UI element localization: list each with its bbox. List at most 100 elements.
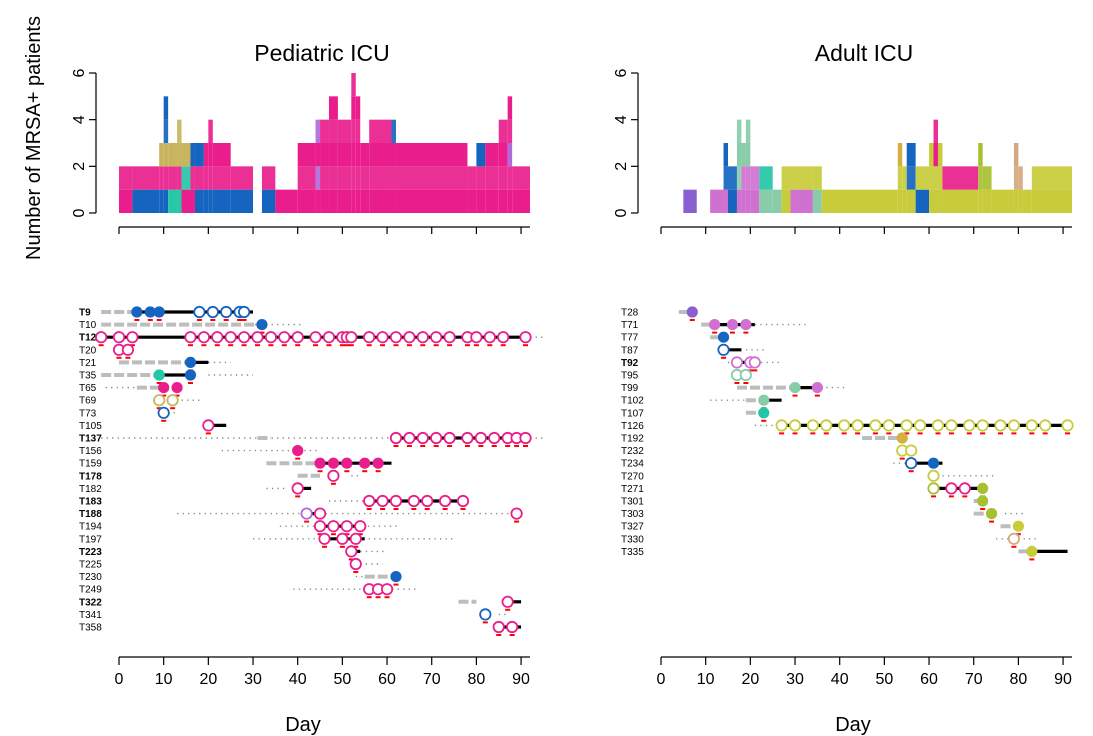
x-tick-label: 40 [289, 671, 307, 688]
bar-segment [320, 143, 329, 167]
bar-segment [159, 189, 164, 213]
bar-segment [132, 189, 160, 213]
ring-sample-point [474, 431, 487, 445]
ring-sample-point [851, 419, 864, 432]
bar-segment [906, 166, 916, 190]
ring-sample-point [945, 419, 958, 432]
bar-segment [351, 119, 356, 143]
bar-segment [897, 189, 903, 213]
patient-label: T341 [79, 610, 102, 621]
bar-segment [168, 143, 178, 167]
ring-sample-point [927, 482, 940, 495]
positive-sample-point [292, 445, 304, 457]
bar-segment [750, 166, 760, 190]
bar-segment [982, 189, 992, 213]
x-tick-label: 80 [1009, 671, 1027, 688]
bar-segment [937, 143, 943, 167]
patient-label: T65 [79, 383, 97, 394]
ring-sample-point [443, 331, 456, 344]
bar-segment [177, 143, 182, 167]
bar-segment [812, 189, 822, 213]
patient-row: T249 [79, 583, 419, 599]
patient-label: T271 [621, 484, 644, 495]
ring-sample-point [421, 494, 434, 508]
bar-segment [942, 166, 979, 190]
x-tick-label: 0 [657, 671, 666, 688]
bars-adult [683, 119, 1072, 213]
patient-row: T225 [79, 557, 383, 573]
bar-segment [320, 166, 329, 190]
ring-sample-point [963, 419, 976, 432]
ring-sample-point [905, 457, 918, 470]
ring-sample-point [327, 520, 340, 533]
bar-segment [1022, 189, 1032, 213]
bar-segment [915, 166, 930, 190]
patient-row: T301 [621, 495, 989, 510]
bar-segment [190, 189, 195, 213]
bar-segment [159, 166, 164, 190]
ring-sample-point [313, 507, 327, 520]
bar-segment [933, 143, 938, 167]
positive-sample-point [758, 394, 770, 406]
patient-label: T156 [79, 446, 102, 457]
bar-segment [337, 166, 352, 190]
bar-segment [933, 119, 938, 143]
bar-segment [194, 143, 204, 167]
ring-sample-point [349, 532, 362, 545]
bar-segment [476, 166, 486, 190]
bar-segment [741, 189, 746, 213]
patient-label: T20 [79, 345, 97, 356]
ring-sample-point [345, 331, 358, 344]
ring-sample-point [278, 331, 291, 344]
x-tick-label: 80 [467, 671, 485, 688]
x-tick-label: 40 [831, 671, 849, 688]
patient-row: T178 [79, 469, 361, 485]
bar-segment [476, 143, 486, 167]
patient-label: T322 [79, 597, 102, 608]
patient-row: T10 [79, 319, 303, 334]
bar-segment [978, 166, 983, 190]
bar-segment [328, 119, 338, 143]
x-tick-label: 90 [512, 671, 530, 688]
bar-segment [328, 189, 338, 213]
ring-sample-point [479, 608, 492, 621]
bar-segment [498, 143, 508, 167]
bars-pediatric [119, 73, 530, 213]
bar-segment [790, 189, 796, 213]
ring-sample-point [470, 331, 483, 344]
bar-segment [177, 189, 182, 213]
bar-segment [1013, 166, 1019, 190]
ring-sample-point [403, 331, 416, 344]
bar-segment [741, 166, 746, 190]
bar-segment [498, 189, 508, 213]
ring-sample-point [322, 331, 336, 344]
bar-segment [750, 189, 760, 213]
bar-segment [181, 143, 191, 167]
ring-sample-point [157, 406, 170, 419]
ring-sample-point [202, 419, 215, 432]
ring-sample-point [389, 494, 403, 508]
bar-segment [485, 166, 499, 190]
ring-sample-point [900, 419, 913, 432]
positive-sample-point [153, 306, 165, 318]
bar-segment [790, 166, 796, 190]
bar-segment [391, 166, 396, 190]
bar-segment [1013, 143, 1019, 167]
bar-segment [498, 119, 508, 143]
patient-row: T156 [79, 445, 321, 460]
ring-sample-point [1061, 419, 1074, 432]
y-tick-label: 4 [71, 115, 88, 124]
bar-segment [991, 189, 1014, 213]
ring-sample-point [121, 343, 135, 356]
patient-label: T21 [79, 358, 97, 369]
bar-segment [982, 166, 992, 190]
bar-segment [337, 189, 352, 213]
patient-row: T335 [621, 545, 1068, 561]
positive-sample-point [341, 457, 353, 469]
y-tick-label: 0 [71, 208, 88, 217]
patient-label: T327 [621, 522, 644, 533]
bar-segment [181, 189, 191, 213]
positive-sample-point [686, 306, 698, 318]
bar-segment [933, 189, 938, 213]
